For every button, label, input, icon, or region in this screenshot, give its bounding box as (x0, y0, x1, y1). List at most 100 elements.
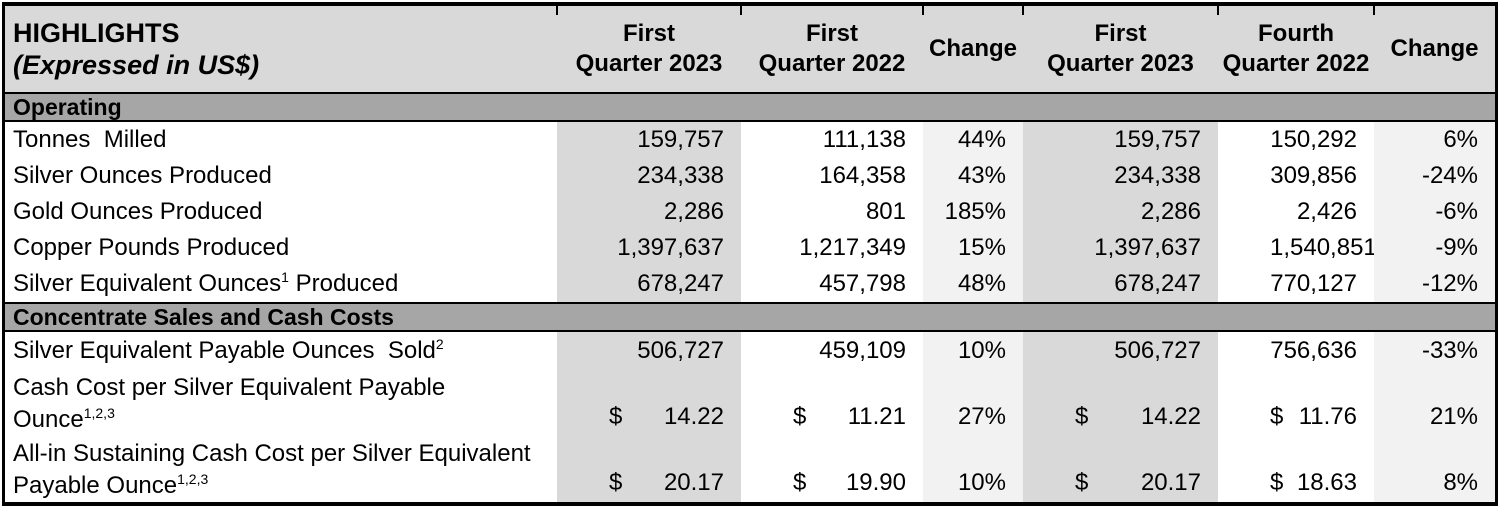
currency-symbol: $ (1075, 403, 1089, 430)
col-header-first-quarter-2023: First Quarter 2023 (556, 6, 741, 92)
value-cell: 2,286 (1023, 194, 1218, 230)
label-text: Produced (288, 270, 399, 298)
title-line2: (Expressed in US$) (13, 50, 260, 80)
change-cell: -24% (1374, 158, 1495, 194)
value-cell: 756,636 (1218, 332, 1374, 370)
section-header-concentrate-sales: Concentrate Sales and Cash Costs (5, 302, 1495, 332)
currency-symbol: $ (1270, 403, 1284, 430)
change-cell: 44% (923, 122, 1023, 158)
value-cell: 1,217,349 (741, 230, 923, 266)
label-text: Silver Ounces Produced (13, 162, 272, 190)
label-text: Cash Cost per Silver Equivalent Payable … (13, 374, 446, 433)
value-cell: 506,727 (557, 332, 741, 370)
value-cell: $14.22 (1023, 370, 1218, 436)
value-cell: 678,247 (1023, 266, 1218, 302)
value-cell: 150,292 (1218, 122, 1374, 158)
cell-value: 678,247 (637, 270, 724, 297)
table-row-silver-ounces-produced: Silver Ounces Produced 234,338 164,358 4… (5, 158, 1495, 194)
cell-value: 43% (957, 162, 1006, 189)
cell-value: 8% (1443, 469, 1478, 496)
label-text: All-in Sustaining Cash Cost per Silver E… (13, 440, 531, 499)
cell-value: 44% (957, 126, 1006, 153)
label-superscript: 1,2,3 (83, 404, 115, 421)
cell-value: 159,757 (1114, 126, 1201, 153)
currency-symbol: $ (793, 403, 807, 430)
value-cell: 159,757 (1023, 122, 1218, 158)
row-label: Copper Pounds Produced (5, 230, 557, 266)
change-cell: 15% (923, 230, 1023, 266)
value-cell: 2,426 (1218, 194, 1374, 230)
value-cell: 770,127 (1218, 266, 1374, 302)
value-cell: $14.22 (557, 370, 741, 436)
row-label: All-in Sustaining Cash Cost per Silver E… (5, 436, 557, 502)
cell-value: 18.63 (1296, 469, 1357, 496)
value-cell: 111,138 (741, 122, 923, 158)
value-cell: 459,109 (741, 332, 923, 370)
cell-value: 1,397,637 (1094, 234, 1201, 261)
change-cell: 48% (923, 266, 1023, 302)
title-line1: HIGHLIGHTS (13, 17, 180, 48)
change-cell: -6% (1374, 194, 1495, 230)
value-cell: $19.90 (741, 436, 923, 502)
cell-value: 2,286 (1140, 198, 1201, 225)
col-header-line: Quarter 2022 (758, 50, 906, 77)
cell-value: 756,636 (1270, 337, 1357, 364)
table-row-cash-cost-per-silver-equivalent-payable-ounce: Cash Cost per Silver Equivalent Payable … (5, 370, 1495, 436)
currency-symbol: $ (609, 403, 623, 430)
cell-value: 20.17 (663, 469, 724, 496)
table-row-silver-equivalent-ounces-produced: Silver Equivalent Ounces1 Produced 678,2… (5, 266, 1495, 302)
change-cell: -9% (1374, 230, 1495, 266)
cell-value: 506,727 (1114, 337, 1201, 364)
cell-value: 164,358 (819, 162, 906, 189)
change-cell: 21% (1374, 370, 1495, 436)
cell-value: -33% (1421, 337, 1478, 364)
col-header-fourth-quarter-2022: Fourth Quarter 2022 (1217, 6, 1374, 92)
col-header-line: Change (928, 35, 1017, 62)
value-cell: 234,338 (1023, 158, 1218, 194)
value-cell: 1,540,851 (1218, 230, 1377, 266)
cell-value: 11.21 (847, 403, 906, 430)
value-cell: $11.76 (1218, 370, 1374, 436)
col-header-line: First (805, 20, 858, 47)
table-title: HIGHLIGHTS (Expressed in US$) (5, 6, 557, 92)
label-superscript: 1 (281, 269, 289, 286)
cell-value: 15% (957, 234, 1006, 261)
cell-value: 14.22 (1140, 403, 1201, 430)
value-cell: 678,247 (557, 266, 741, 302)
label-text: Silver Equivalent Ounces (13, 270, 282, 298)
change-cell: -33% (1374, 332, 1495, 370)
section-header-operating: Operating (5, 92, 1495, 122)
value-cell: 164,358 (741, 158, 923, 194)
row-label: Cash Cost per Silver Equivalent Payable … (5, 370, 557, 436)
cell-value: 19.90 (845, 469, 906, 496)
cell-value: 1,397,637 (617, 234, 724, 261)
row-label: Silver Equivalent Ounces1 Produced (5, 266, 557, 302)
cell-value: 48% (957, 270, 1006, 297)
cell-value: 111,138 (822, 126, 906, 153)
cell-value: 159,757 (637, 126, 724, 153)
value-cell: 506,727 (1023, 332, 1218, 370)
value-cell: $18.63 (1218, 436, 1374, 502)
cell-value: 1,217,349 (799, 234, 906, 261)
cell-value: 309,856 (1270, 162, 1357, 189)
value-cell: 2,286 (557, 194, 741, 230)
cell-value: -24% (1421, 162, 1478, 189)
col-header-first-quarter-2022: First Quarter 2022 (740, 6, 923, 92)
label-text: Gold Ounces Produced (13, 198, 263, 226)
cell-value: 678,247 (1114, 270, 1201, 297)
table-row-copper-pounds-produced: Copper Pounds Produced 1,397,637 1,217,3… (5, 230, 1495, 266)
change-cell: 185% (923, 194, 1023, 230)
col-header-change-yoy: Change (922, 6, 1023, 92)
cell-value: 506,727 (637, 337, 724, 364)
cell-value: 150,292 (1270, 126, 1357, 153)
change-cell: 10% (923, 332, 1023, 370)
value-cell: 159,757 (557, 122, 741, 158)
section-label: Concentrate Sales and Cash Costs (13, 303, 394, 330)
cell-value: 10% (957, 337, 1006, 364)
currency-symbol: $ (609, 469, 623, 496)
cell-value: 14.22 (663, 403, 724, 430)
row-label: Silver Ounces Produced (5, 158, 557, 194)
table-row-silver-equivalent-payable-ounces-sold: Silver Equivalent Payable Ounces Sold2 5… (5, 332, 1495, 370)
